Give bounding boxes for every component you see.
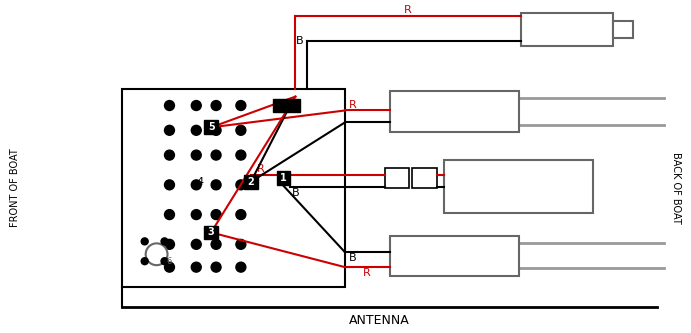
- Circle shape: [141, 258, 148, 265]
- Text: 5: 5: [208, 122, 214, 132]
- Circle shape: [211, 101, 221, 111]
- Text: R: R: [363, 268, 370, 278]
- Circle shape: [191, 262, 201, 272]
- Text: 2: 2: [247, 177, 254, 187]
- Circle shape: [211, 210, 221, 219]
- Bar: [613, 21, 632, 38]
- Circle shape: [164, 239, 174, 249]
- Bar: [122, 89, 345, 287]
- Text: B: B: [349, 253, 357, 263]
- Circle shape: [236, 180, 246, 190]
- Text: BACK OF BOAT: BACK OF BOAT: [671, 152, 681, 224]
- Text: ANTENNA: ANTENNA: [350, 314, 410, 327]
- Bar: [244, 175, 258, 189]
- Circle shape: [211, 125, 221, 135]
- Circle shape: [164, 101, 174, 111]
- Text: R: R: [404, 5, 411, 15]
- Text: R: R: [257, 164, 265, 174]
- Circle shape: [211, 180, 221, 190]
- Bar: [390, 91, 518, 132]
- Bar: [390, 236, 518, 276]
- Circle shape: [236, 210, 246, 219]
- Circle shape: [164, 262, 174, 272]
- Circle shape: [211, 239, 221, 249]
- Circle shape: [191, 150, 201, 160]
- Circle shape: [211, 150, 221, 160]
- Circle shape: [191, 239, 201, 249]
- Text: B: B: [296, 36, 303, 46]
- Text: 3: 3: [208, 227, 214, 237]
- Circle shape: [191, 125, 201, 135]
- Bar: [276, 171, 290, 185]
- Text: B: B: [292, 188, 299, 198]
- Circle shape: [236, 101, 246, 111]
- Text: 6: 6: [167, 257, 172, 266]
- Circle shape: [191, 210, 201, 219]
- Bar: [385, 168, 410, 188]
- Bar: [520, 13, 613, 46]
- Text: R-MOTOR: R-MOTOR: [424, 105, 484, 118]
- Circle shape: [164, 180, 174, 190]
- Bar: [273, 99, 301, 113]
- Circle shape: [164, 150, 174, 160]
- Circle shape: [164, 125, 174, 135]
- Text: FRONT OF BOAT: FRONT OF BOAT: [10, 149, 20, 227]
- Circle shape: [146, 243, 167, 265]
- Bar: [413, 168, 437, 188]
- Circle shape: [161, 238, 168, 245]
- Text: ON/OFF BUTTON: ON/OFF BUTTON: [527, 25, 607, 35]
- Circle shape: [236, 262, 246, 272]
- Circle shape: [161, 258, 168, 265]
- Bar: [204, 121, 218, 134]
- Bar: [204, 225, 218, 239]
- Text: BATTERY: BATTERY: [491, 180, 546, 193]
- Bar: [444, 160, 593, 212]
- Circle shape: [236, 150, 246, 160]
- Text: R: R: [349, 100, 357, 110]
- Text: L-MOTOR: L-MOTOR: [425, 250, 483, 263]
- Circle shape: [211, 262, 221, 272]
- Circle shape: [164, 210, 174, 219]
- Circle shape: [236, 125, 246, 135]
- Circle shape: [191, 101, 201, 111]
- Circle shape: [141, 238, 148, 245]
- Text: 4: 4: [197, 177, 204, 187]
- Circle shape: [191, 180, 201, 190]
- Circle shape: [236, 239, 246, 249]
- Text: 1: 1: [280, 173, 287, 183]
